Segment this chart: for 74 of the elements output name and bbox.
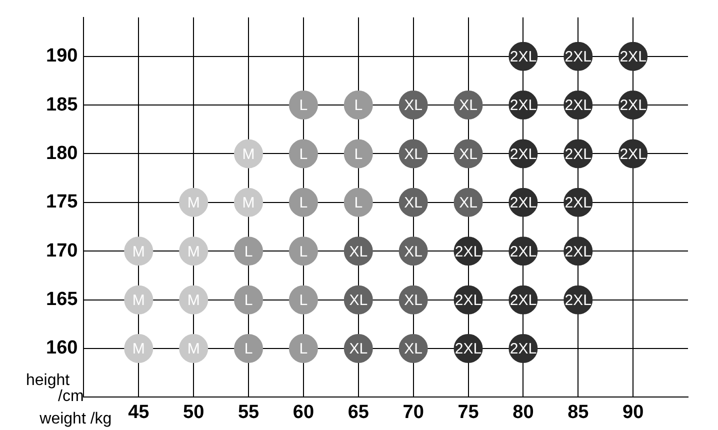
x-tick-label: 75: [458, 402, 480, 423]
point: [288, 334, 318, 364]
x-tick-label: 55: [238, 402, 260, 423]
text: L: [299, 194, 308, 212]
text: XL: [349, 292, 368, 309]
text: XL: [404, 292, 422, 309]
text: XL: [404, 194, 422, 212]
point: [288, 90, 318, 120]
text: 2XL: [454, 340, 482, 358]
text: XL: [349, 243, 368, 260]
text: 2XL: [510, 146, 537, 163]
text: L: [299, 243, 308, 260]
y-tick-label: 165: [46, 289, 78, 310]
text: L: [299, 146, 308, 163]
series-label: 2XL: [564, 48, 592, 66]
text: 2XL: [564, 146, 592, 163]
x-tick-label: 50: [183, 402, 204, 423]
text: 2XL: [564, 97, 592, 114]
text: L: [354, 97, 363, 114]
x-axis-title: weight /kg: [38, 410, 112, 428]
x-tick-label: 60: [292, 402, 314, 423]
text: XL: [404, 146, 422, 163]
point: [288, 188, 318, 217]
text: 2XL: [510, 97, 537, 114]
text: L: [354, 194, 363, 212]
text: XL: [459, 194, 478, 212]
point: [344, 139, 373, 168]
x-tick-label: 70: [402, 402, 424, 423]
text: 2XL: [620, 146, 646, 163]
text: 2XL: [510, 243, 537, 260]
text: XL: [404, 340, 422, 358]
text: 2XL: [454, 292, 482, 309]
text: XL: [349, 340, 368, 358]
x-tick-label: 90: [622, 402, 644, 423]
x-tick-label: 85: [568, 402, 590, 423]
x-tick-label: 45: [128, 402, 150, 423]
text: 2XL: [510, 194, 537, 212]
point: [288, 285, 318, 314]
text: L: [299, 97, 308, 114]
text: L: [299, 292, 308, 309]
text: 2XL: [564, 243, 592, 260]
text: XL: [459, 146, 478, 163]
y-tick-label: 160: [46, 338, 78, 359]
point: [288, 236, 318, 266]
text: L: [244, 340, 253, 358]
y-tick-label: 185: [46, 94, 78, 116]
text: 2XL: [620, 97, 646, 114]
point: [288, 139, 318, 168]
point: [234, 285, 264, 314]
text: 2XL: [510, 340, 537, 358]
y-tick-label: 170: [46, 240, 78, 262]
text: XL: [404, 97, 422, 114]
series-label: XL: [404, 243, 422, 260]
text: 2XL: [510, 48, 537, 66]
y-tick-label: 190: [46, 46, 78, 67]
y-tick-label: 175: [46, 192, 78, 213]
x-tick-label: 80: [512, 402, 534, 423]
text: 2XL: [620, 48, 646, 66]
series-label: L: [354, 146, 363, 163]
text: L: [299, 340, 308, 358]
text: 2XL: [564, 292, 592, 309]
y-tick-label: 180: [46, 142, 78, 164]
text: L: [244, 243, 253, 260]
x-tick-label: 65: [348, 402, 370, 423]
text: 2XL: [564, 194, 592, 212]
point: [344, 188, 373, 217]
text: 2XL: [454, 243, 482, 260]
text: 2XL: [510, 292, 537, 309]
text: XL: [459, 97, 478, 114]
point: [234, 334, 264, 364]
text: L: [244, 292, 253, 309]
point: [234, 236, 264, 266]
y-axis-title: height /cm: [26, 372, 84, 406]
point: [344, 90, 373, 120]
